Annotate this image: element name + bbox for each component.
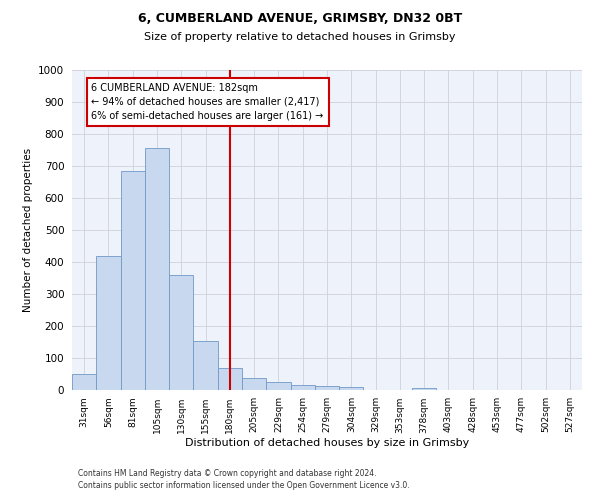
Bar [290, 385, 315, 390]
Y-axis label: Number of detached properties: Number of detached properties [23, 148, 32, 312]
Bar [169, 275, 193, 390]
Bar [412, 388, 436, 390]
Text: 6 CUMBERLAND AVENUE: 182sqm
← 94% of detached houses are smaller (2,417)
6% of s: 6 CUMBERLAND AVENUE: 182sqm ← 94% of det… [91, 83, 323, 121]
Bar [266, 382, 290, 390]
Bar [96, 256, 121, 390]
Bar [145, 148, 169, 390]
Bar [315, 386, 339, 390]
Bar [339, 388, 364, 390]
Bar [218, 368, 242, 390]
Bar [242, 378, 266, 390]
Text: 6, CUMBERLAND AVENUE, GRIMSBY, DN32 0BT: 6, CUMBERLAND AVENUE, GRIMSBY, DN32 0BT [138, 12, 462, 26]
Bar [72, 374, 96, 390]
Bar [193, 342, 218, 390]
Text: Contains public sector information licensed under the Open Government Licence v3: Contains public sector information licen… [78, 481, 410, 490]
Bar [121, 171, 145, 390]
X-axis label: Distribution of detached houses by size in Grimsby: Distribution of detached houses by size … [185, 438, 469, 448]
Text: Contains HM Land Registry data © Crown copyright and database right 2024.: Contains HM Land Registry data © Crown c… [78, 468, 377, 477]
Text: Size of property relative to detached houses in Grimsby: Size of property relative to detached ho… [144, 32, 456, 42]
